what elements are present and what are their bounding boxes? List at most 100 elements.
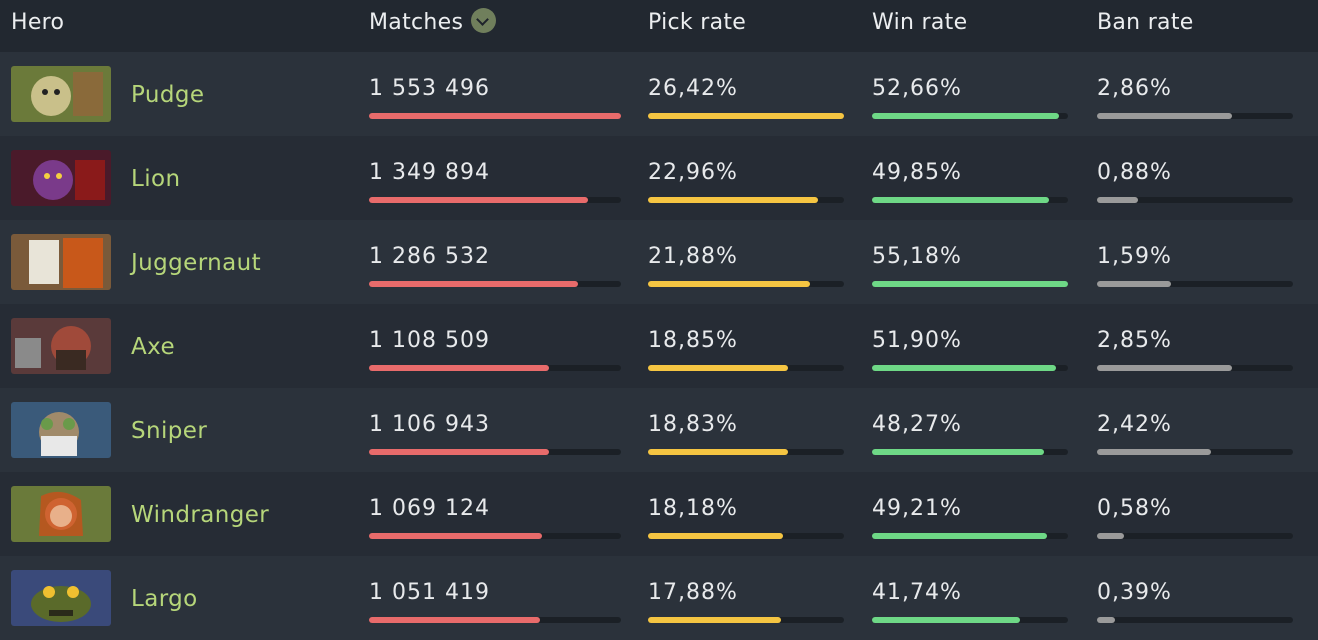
win-bar	[872, 281, 1068, 287]
ban-bar	[1097, 449, 1293, 455]
win-bar	[872, 617, 1068, 623]
ban-bar-fill	[1097, 113, 1233, 119]
table-body: Pudge 1 553 496 26,42% 52,66% 2,86% Lion 1 349…	[0, 52, 1318, 640]
hero-name-link[interactable]: Lion	[131, 166, 181, 192]
pick-value: 18,18%	[648, 496, 738, 521]
hero-name-link[interactable]: Largo	[131, 586, 198, 612]
win-value: 49,85%	[872, 160, 962, 185]
matches-value: 1 108 509	[369, 328, 490, 353]
pick-value: 22,96%	[648, 160, 738, 185]
pick-value: 17,88%	[648, 580, 738, 605]
win-bar-fill	[872, 617, 1021, 623]
matches-bar-fill	[369, 113, 621, 119]
ban-rate-column-header[interactable]: Ban rate	[1097, 10, 1194, 35]
pick-bar-fill	[648, 449, 788, 455]
ban-bar	[1097, 113, 1293, 119]
win-rate-column-header[interactable]: Win rate	[872, 10, 968, 35]
hero-portrait[interactable]	[11, 150, 111, 206]
matches-bar-fill	[369, 365, 549, 371]
win-value: 52,66%	[872, 76, 962, 101]
matches-bar-fill	[369, 281, 578, 287]
matches-bar	[369, 113, 621, 119]
matches-value: 1 051 419	[369, 580, 490, 605]
pick-bar	[648, 617, 844, 623]
table-row[interactable]: Lion 1 349 894 22,96% 49,85% 0,88%	[0, 136, 1318, 220]
pick-bar-fill	[648, 197, 819, 203]
ban-value: 1,59%	[1097, 244, 1172, 269]
hero-name-link[interactable]: Axe	[131, 334, 175, 360]
pick-bar	[648, 533, 844, 539]
table-row[interactable]: Juggernaut 1 286 532 21,88% 55,18% 1,59%	[0, 220, 1318, 304]
pick-value: 26,42%	[648, 76, 738, 101]
hero-portrait[interactable]	[11, 486, 111, 542]
hero-portrait[interactable]	[11, 402, 111, 458]
hero-portrait[interactable]	[11, 234, 111, 290]
ban-bar	[1097, 617, 1293, 623]
matches-bar-fill	[369, 533, 543, 539]
win-bar	[872, 449, 1068, 455]
ban-bar	[1097, 365, 1293, 371]
matches-bar	[369, 197, 621, 203]
pick-bar	[648, 449, 844, 455]
hero-name-link[interactable]: Sniper	[131, 418, 208, 444]
table-row[interactable]: Pudge 1 553 496 26,42% 52,66% 2,86%	[0, 52, 1318, 136]
pick-bar-fill	[648, 113, 844, 119]
matches-column-header[interactable]: Matches	[369, 7, 497, 36]
win-value: 55,18%	[872, 244, 962, 269]
matches-value: 1 349 894	[369, 160, 490, 185]
chevron-down-icon[interactable]	[471, 7, 497, 33]
matches-value: 1 106 943	[369, 412, 490, 437]
hero-name-link[interactable]: Pudge	[131, 82, 205, 108]
pick-value: 18,83%	[648, 412, 738, 437]
matches-bar-fill	[369, 617, 540, 623]
win-bar-fill	[872, 281, 1068, 287]
win-bar	[872, 197, 1068, 203]
matches-bar	[369, 281, 621, 287]
table-row[interactable]: Axe 1 108 509 18,85% 51,90% 2,85%	[0, 304, 1318, 388]
win-bar	[872, 365, 1068, 371]
ban-bar	[1097, 281, 1293, 287]
ban-value: 2,86%	[1097, 76, 1172, 101]
pick-bar	[648, 365, 844, 371]
matches-bar	[369, 533, 621, 539]
ban-bar-fill	[1097, 617, 1115, 623]
win-value: 49,21%	[872, 496, 962, 521]
matches-bar-fill	[369, 449, 549, 455]
matches-bar	[369, 449, 621, 455]
win-bar-fill	[872, 113, 1059, 119]
pick-bar-fill	[648, 617, 781, 623]
hero-portrait[interactable]	[11, 318, 111, 374]
table-row[interactable]: Windranger 1 069 124 18,18% 49,21% 0,58%	[0, 472, 1318, 556]
win-value: 48,27%	[872, 412, 962, 437]
table-row[interactable]: Largo 1 051 419 17,88% 41,74% 0,39%	[0, 556, 1318, 640]
hero-name-link[interactable]: Juggernaut	[131, 250, 262, 276]
pick-bar-fill	[648, 281, 811, 287]
table-header: Hero Matches Pick rate Win rate Ban rate	[0, 0, 1318, 52]
matches-value: 1 553 496	[369, 76, 490, 101]
matches-value: 1 069 124	[369, 496, 490, 521]
pick-bar	[648, 113, 844, 119]
ban-bar-fill	[1097, 197, 1139, 203]
ban-value: 0,58%	[1097, 496, 1172, 521]
win-value: 41,74%	[872, 580, 962, 605]
win-bar-fill	[872, 365, 1057, 371]
hero-column-header[interactable]: Hero	[11, 10, 65, 35]
matches-bar-fill	[369, 197, 588, 203]
table-row[interactable]: Sniper 1 106 943 18,83% 48,27% 2,42%	[0, 388, 1318, 472]
hero-name-link[interactable]: Windranger	[131, 502, 270, 528]
pick-value: 21,88%	[648, 244, 738, 269]
win-value: 51,90%	[872, 328, 962, 353]
ban-bar	[1097, 197, 1293, 203]
hero-portrait[interactable]	[11, 66, 111, 122]
win-bar-fill	[872, 197, 1049, 203]
ban-bar	[1097, 533, 1293, 539]
ban-value: 2,42%	[1097, 412, 1172, 437]
pick-rate-column-header[interactable]: Pick rate	[648, 10, 747, 35]
win-bar-fill	[872, 533, 1047, 539]
pick-bar-fill	[648, 533, 783, 539]
hero-portrait[interactable]	[11, 570, 111, 626]
win-bar-fill	[872, 449, 1044, 455]
win-bar	[872, 113, 1068, 119]
pick-value: 18,85%	[648, 328, 738, 353]
